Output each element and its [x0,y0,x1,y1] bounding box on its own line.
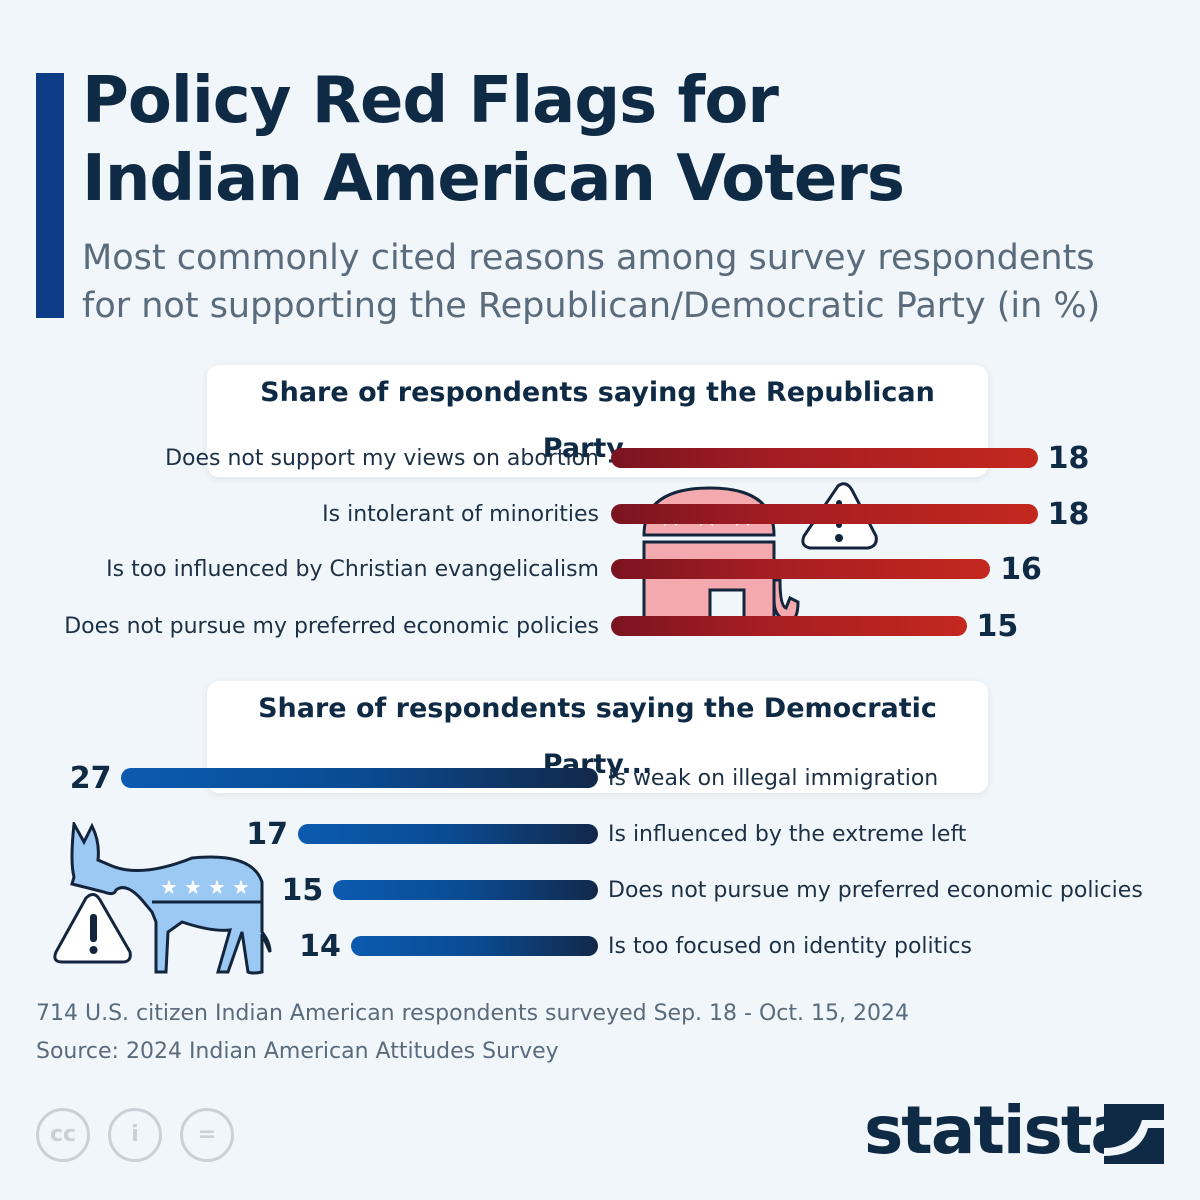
data-label: 14 [299,929,341,964]
no-derivatives-icon[interactable]: = [180,1108,234,1162]
bar [121,768,598,788]
svg-text:★: ★ [232,875,250,899]
bar [611,504,1038,524]
bar [297,824,598,844]
title-line: Indian American Voters [82,142,905,216]
bar [611,448,1038,468]
accent-bar [36,73,64,318]
data-label: 15 [281,873,324,908]
statista-logo-mark-icon [1104,1104,1164,1164]
elephant-icon: ★★★ [642,482,878,622]
data-label: 15 [976,609,1019,644]
data-label: 16 [1000,552,1042,587]
bar-label: Does not pursue my preferred economic po… [64,614,599,639]
source: Source: 2024 Indian American Attitudes S… [36,1039,559,1064]
subtitle-line: for not supporting the Republican/Democr… [82,286,1101,326]
data-label: 17 [246,817,288,852]
svg-text:★: ★ [184,875,202,899]
bar [611,559,991,579]
survey-note: 714 U.S. citizen Indian American respond… [36,1001,909,1026]
bar-label: Is influenced by the extreme left [608,822,967,847]
donkey-icon: ★ ★ ★ ★ [53,822,272,975]
cc-icon[interactable]: cc [36,1108,90,1162]
bar-label: Is weak on illegal immigration [608,766,939,791]
data-label: 27 [69,761,112,796]
bar-label: Is intolerant of minorities [322,502,599,527]
bar-label: Is too influenced by Christian evangelic… [106,557,599,582]
bar-label: Does not pursue my preferred economic po… [608,878,1143,903]
bar-label: Is too focused on identity politics [608,934,972,959]
subtitle-line: Most commonly cited reasons among survey… [82,238,1095,278]
page-title: Policy Red Flags for Indian American Vote… [82,62,905,218]
svg-text:★: ★ [160,875,178,899]
svg-text:★: ★ [208,875,226,899]
bar-label: Does not support my views on abortion [165,446,599,471]
statista-logo[interactable]: statista [864,1092,1135,1169]
bar [333,880,598,900]
data-label: 18 [1047,497,1090,532]
attribution-icon[interactable]: i [108,1108,162,1162]
bar [350,936,598,956]
subtitle: Most commonly cited reasons among survey… [82,234,1100,330]
republican-section-title: Share of respondents saying the Republic… [207,365,988,477]
bar [611,616,967,636]
data-label: 18 [1047,441,1090,476]
title-line: Policy Red Flags for [82,64,779,138]
